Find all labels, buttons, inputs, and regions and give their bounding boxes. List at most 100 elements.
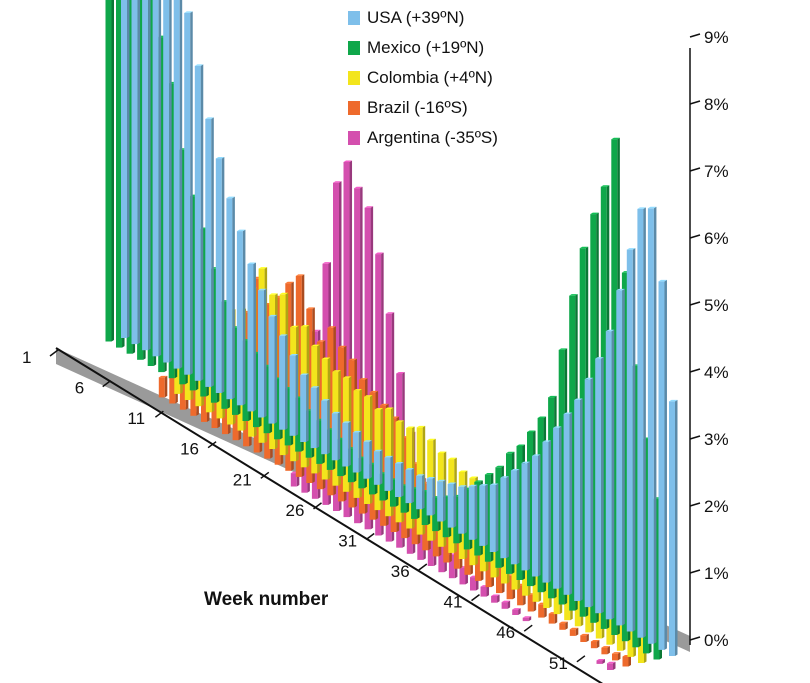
legend-label: Mexico (+19ºN) <box>367 38 485 57</box>
y-tick-label: 2% <box>704 497 729 516</box>
x-tick-mark <box>365 532 375 541</box>
bar-usa-week-40 <box>532 454 541 577</box>
legend-swatch <box>348 131 360 145</box>
bar-usa-week-16 <box>279 334 288 430</box>
bar-usa-week-9 <box>205 117 214 387</box>
y-tick-mark <box>689 569 701 574</box>
legend-swatch <box>348 101 360 115</box>
x-tick-mark <box>471 593 480 602</box>
legend-item-usa: USA (+39ºN) <box>348 3 498 33</box>
legend-item-brazil: Brazil (-16ºS) <box>348 93 498 123</box>
bar-usa-week-39 <box>521 461 530 571</box>
y-tick-mark <box>689 435 701 440</box>
bar-usa-week-50 <box>637 207 646 638</box>
bar-usa-week-47 <box>605 329 615 620</box>
bar-usa-week-17 <box>289 353 299 436</box>
bar-usa-week-43 <box>563 412 573 595</box>
bar-argentina-week-44 <box>512 608 521 615</box>
bar-argentina-week-43 <box>501 600 511 609</box>
legend-item-argentina: Argentina (-35ºS) <box>348 123 498 153</box>
x-tick-mark <box>260 471 270 479</box>
x-tick-label: 1 <box>22 348 31 367</box>
x-tick-label: 46 <box>496 623 515 642</box>
bar-brazil-week-9 <box>158 375 168 398</box>
bar-usa-week-45 <box>584 377 594 608</box>
bar-usa-week-51 <box>647 206 657 644</box>
bar-usa-week-35 <box>479 484 488 546</box>
bar-usa-week-46 <box>595 357 604 614</box>
bar-argentina-week-52 <box>596 659 605 664</box>
legend-swatch <box>348 41 360 55</box>
x-tick-label: 26 <box>286 501 305 520</box>
bar-usa-week-14 <box>258 288 267 418</box>
y-tick-label: 4% <box>704 363 729 382</box>
bar-usa-week-26 <box>384 455 393 491</box>
bar-usa-week-15 <box>268 314 278 424</box>
bar-usa-week-23 <box>352 430 362 473</box>
x-tick-mark <box>523 624 533 632</box>
bar-usa-week-11 <box>226 196 235 400</box>
legend-swatch <box>348 71 360 85</box>
bar-usa-week-1 <box>121 0 130 339</box>
y-tick-label: 9% <box>704 28 729 47</box>
bar-usa-week-27 <box>395 462 404 497</box>
x-tick-label: 41 <box>444 593 463 612</box>
y-tick-mark <box>689 368 701 373</box>
bar-usa-week-18 <box>300 373 309 442</box>
bar-usa-week-34 <box>468 484 478 540</box>
bar-usa-week-48 <box>616 288 625 626</box>
y-tick-mark <box>689 167 701 172</box>
y-tick-mark <box>689 636 701 641</box>
bar-brazil-week-53 <box>622 654 631 667</box>
bar-usa-week-2 <box>131 0 141 345</box>
x-tick-label: 16 <box>180 440 199 459</box>
x-tick-mark <box>313 502 322 510</box>
y-tick-label: 7% <box>704 162 729 181</box>
bar-usa-week-12 <box>236 229 246 406</box>
y-axis: 0% 1% 2% 3% 4% 5% 6% 7% 8% 9% <box>689 28 729 650</box>
legend-label: Argentina (-35ºS) <box>367 128 498 147</box>
floor-front-edge <box>55 347 604 683</box>
bar-usa-week-8 <box>194 64 204 381</box>
y-tick-label: 3% <box>704 430 729 449</box>
x-tick-mark <box>576 655 586 663</box>
bar-argentina-week-45 <box>522 616 532 622</box>
x-tick-label: 31 <box>338 532 357 551</box>
x-tick-label: 36 <box>391 562 410 581</box>
bar-usa-week-24 <box>363 440 372 479</box>
y-tick-mark <box>689 100 701 105</box>
x-tick-mark <box>418 563 428 571</box>
y-tick-mark <box>689 33 701 38</box>
y-tick-label: 5% <box>704 296 729 315</box>
legend-label: USA (+39ºN) <box>367 8 465 27</box>
bar-usa-week-22 <box>342 421 351 467</box>
bar-usa-week-10 <box>215 157 225 394</box>
bar-usa-week-33 <box>458 485 467 534</box>
x-tick-mark <box>154 410 164 418</box>
x-tick-mark <box>49 349 59 357</box>
bar-brazil-week-52 <box>611 652 621 661</box>
bar-usa-week-38 <box>510 468 520 565</box>
bar-argentina-week-42 <box>491 594 500 603</box>
bar-usa-week-41 <box>542 440 552 583</box>
legend-label: Brazil (-16ºS) <box>367 98 468 117</box>
bar-brazil-week-47 <box>559 621 568 630</box>
bar-usa-week-20 <box>321 399 330 455</box>
bar-usa-week-13 <box>247 262 256 412</box>
x-axis-title: Week number <box>204 589 329 610</box>
y-tick-mark <box>689 234 701 239</box>
bar-usa-week-5 <box>163 0 172 363</box>
y-tick-label: 1% <box>704 564 729 583</box>
bar-mexico-week-1 <box>105 0 114 342</box>
bar-usa-week-49 <box>626 248 636 632</box>
bar-usa-week-36 <box>489 483 499 553</box>
bar-usa-week-19 <box>310 386 320 449</box>
x-tick-label: 21 <box>233 470 252 489</box>
bar-usa-week-30 <box>426 476 436 516</box>
bar-brazil-week-50 <box>590 639 600 649</box>
x-tick-label: 51 <box>549 654 568 673</box>
y-tick-mark <box>689 301 701 306</box>
bar-argentina-week-53 <box>607 661 616 670</box>
y-tick-label: 0% <box>704 631 729 650</box>
